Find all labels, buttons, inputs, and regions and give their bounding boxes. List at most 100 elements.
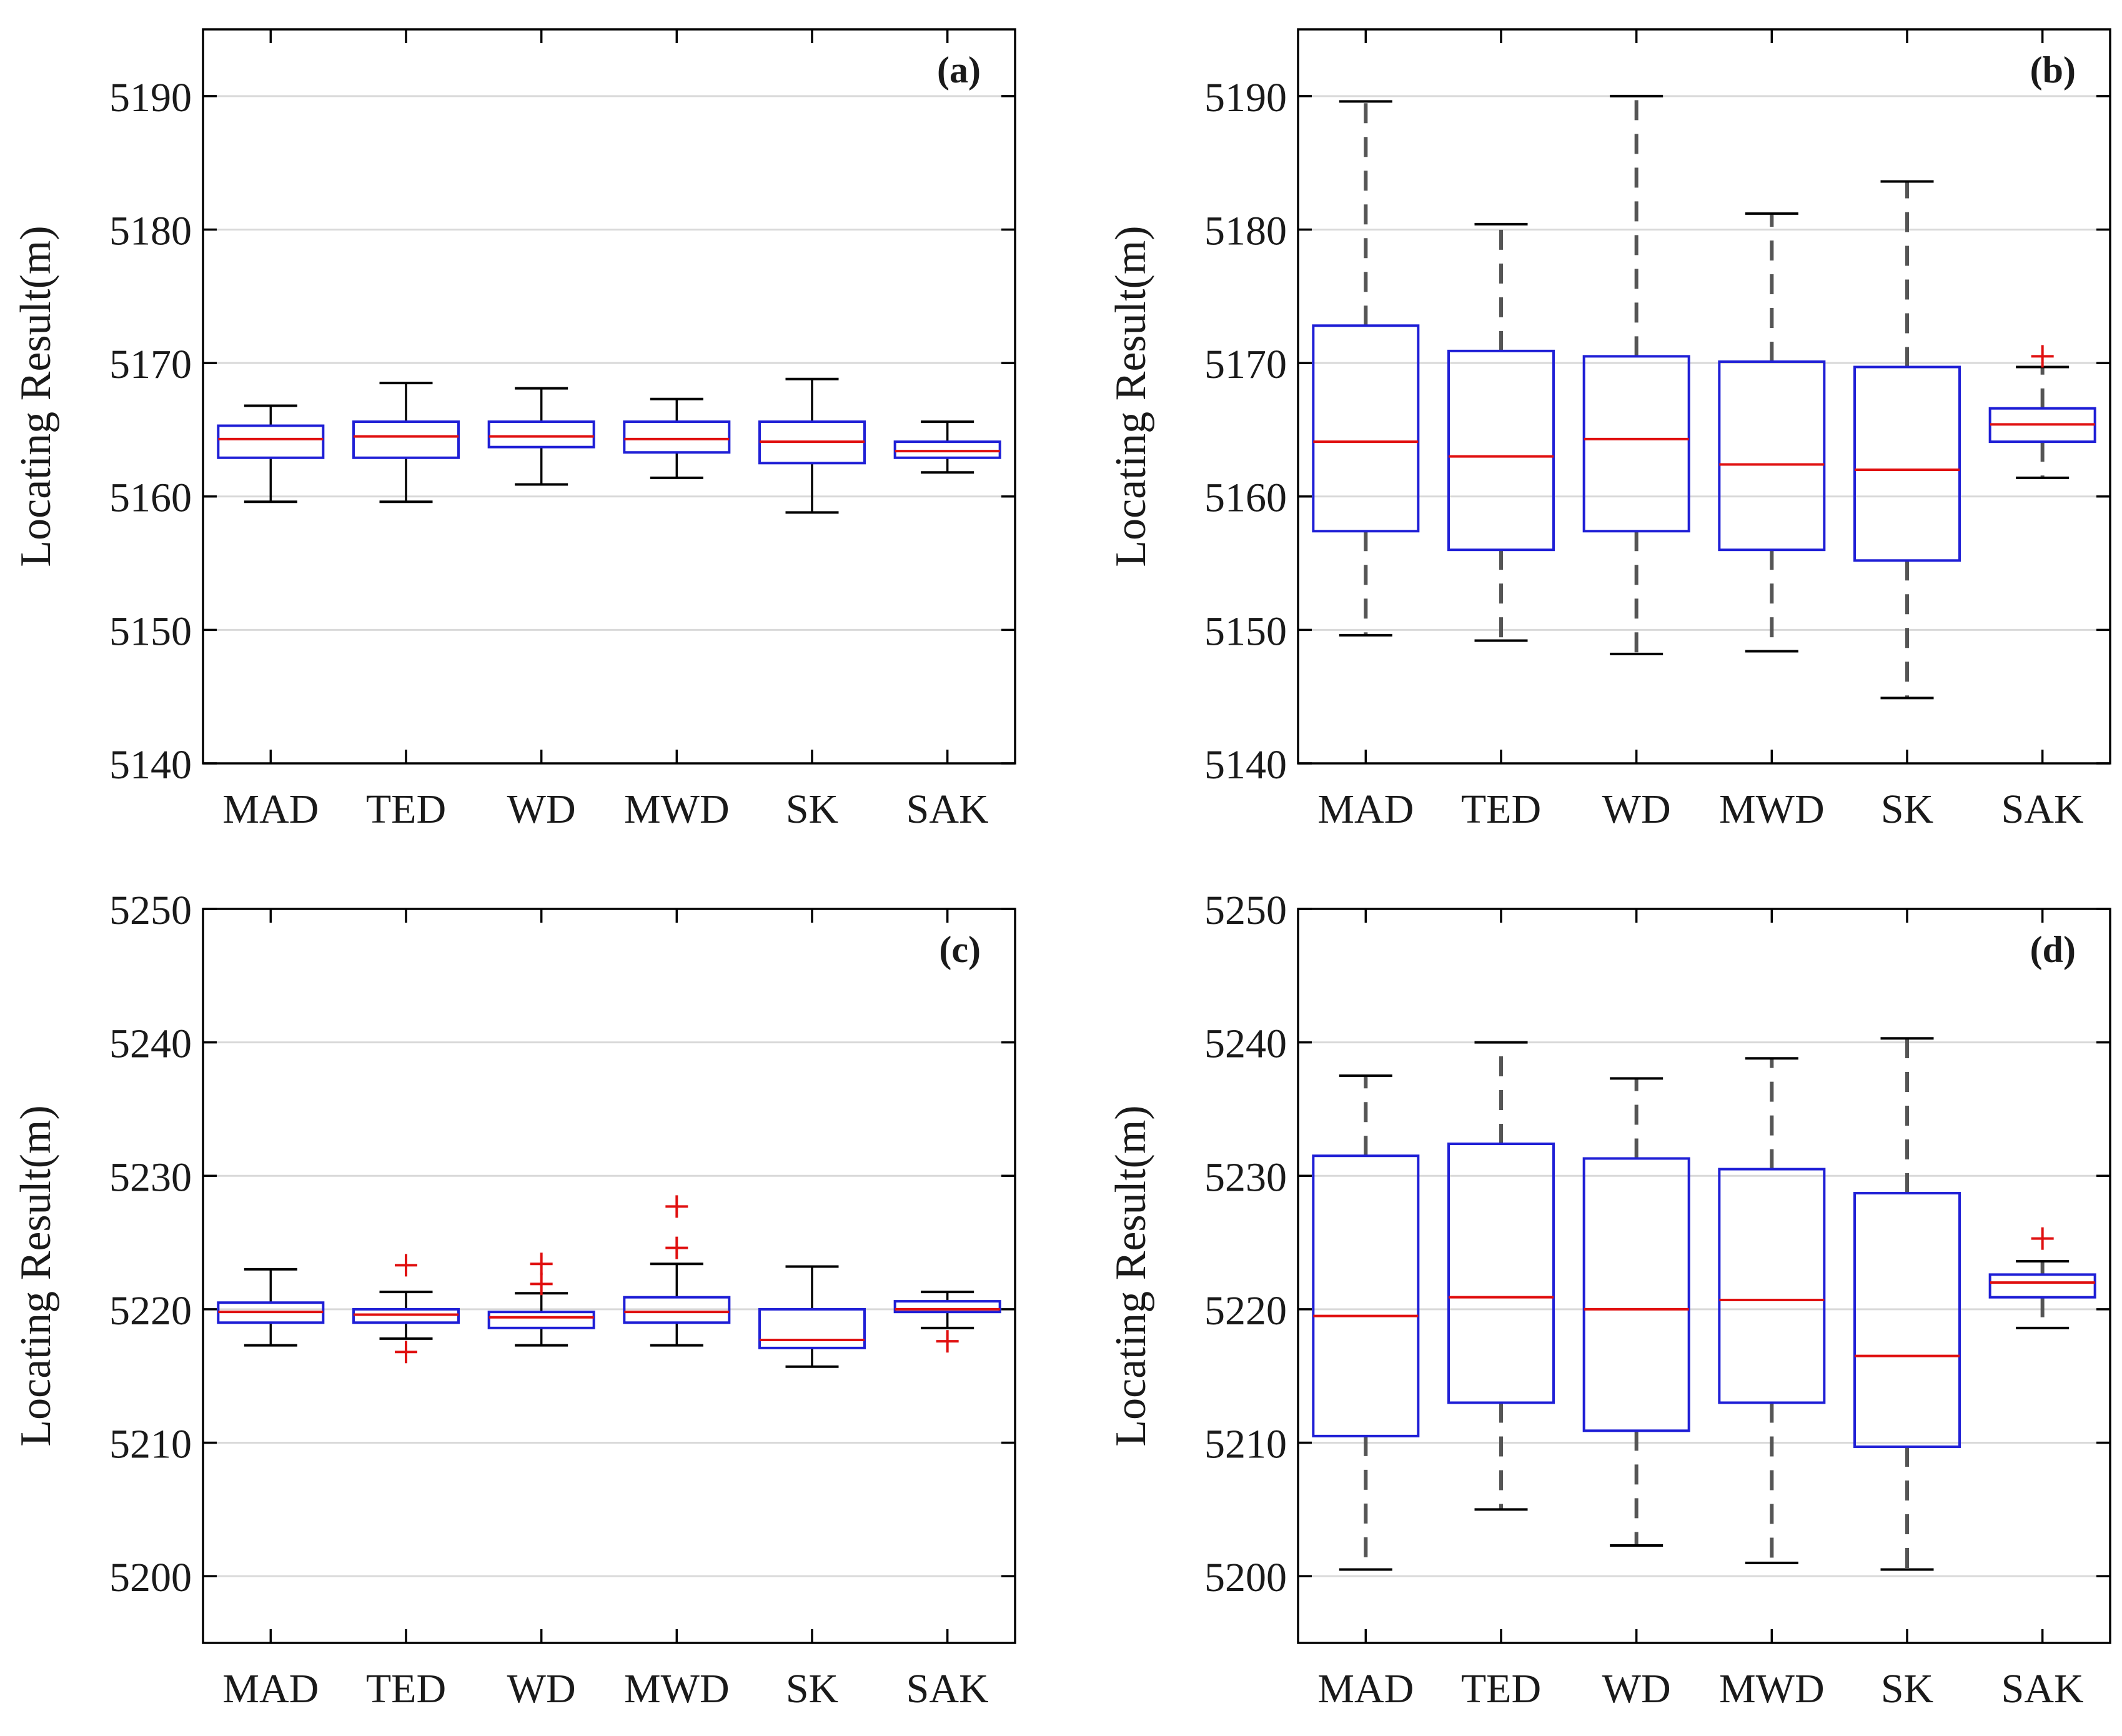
box-iqr: [893, 1300, 1001, 1314]
box-SAK: [1988, 1227, 2096, 1329]
box-MAD: [217, 1267, 325, 1347]
x-tick-label: TED: [366, 1666, 446, 1712]
y-tick-label: 5210: [1204, 1422, 1287, 1467]
box-iqr: [1312, 324, 1420, 533]
box-WD: [1582, 94, 1690, 655]
box-iqr: [893, 440, 1001, 459]
box-SK: [1853, 180, 1961, 700]
outlier-marker: [2031, 1227, 2054, 1250]
axes-frame: [1297, 908, 2111, 1644]
box-iqr: [1718, 360, 1826, 552]
outlier-marker: [936, 1330, 959, 1353]
outlier-marker: [395, 1341, 417, 1364]
y-axis-label: Locating Result(m): [1107, 1105, 1155, 1446]
box-SAK: [893, 1291, 1001, 1353]
x-tick-label: MWD: [1719, 1666, 1825, 1712]
box-iqr: [1853, 365, 1961, 562]
y-tick-label: 5200: [109, 1555, 192, 1600]
box-iqr: [1582, 355, 1690, 533]
y-tick-label: 5150: [1204, 608, 1287, 654]
panel-label: (d): [2030, 929, 2076, 970]
y-tick-label: 5170: [109, 342, 192, 387]
axes-frame: [1297, 28, 2111, 765]
y-axis-label: Locating Result(m): [1107, 226, 1155, 567]
outlier-marker: [665, 1195, 688, 1218]
x-tick-label: MAD: [1317, 1666, 1414, 1712]
y-tick-label: 5140: [1204, 742, 1287, 788]
x-tick-label: SAK: [906, 1666, 989, 1712]
box-SK: [758, 377, 866, 514]
x-tick-label: SK: [1881, 1666, 1933, 1712]
box-plot-panel-1: 5140 5150 5160 5170 5180 5190 MAD TED WD MWD SK SAK…: [12, 28, 1016, 832]
x-tick-label: SK: [1881, 786, 1933, 832]
x-tick-label: SAK: [906, 786, 989, 832]
x-tick-label: WD: [507, 786, 576, 832]
y-tick-label: 5230: [1204, 1154, 1287, 1200]
outlier-marker: [2031, 345, 2054, 368]
y-tick-label: 5180: [109, 208, 192, 254]
box-plot-panel-3: 5200 5210 5220 5230 5240 5250 MAD TED WD MWD SK SAK…: [12, 888, 1016, 1712]
x-tick-label: SK: [786, 786, 838, 832]
x-tick-label: SAK: [2001, 1666, 2084, 1712]
x-tick-label: TED: [1461, 1666, 1541, 1712]
box-iqr: [352, 420, 460, 459]
box-WD: [487, 1252, 595, 1347]
axes-frame: [202, 908, 1016, 1644]
box-MWD: [1718, 212, 1826, 653]
box-iqr: [352, 1307, 460, 1324]
box-MAD: [1312, 100, 1420, 637]
y-tick-label: 5250: [109, 888, 192, 933]
box-iqr: [623, 420, 731, 454]
axes-frame: [202, 28, 1016, 765]
x-tick-label: MWD: [1719, 786, 1825, 832]
x-tick-label: MAD: [1317, 786, 1414, 832]
y-tick-label: 5190: [109, 75, 192, 121]
x-tick-label: WD: [1602, 786, 1671, 832]
panel-label: (c): [939, 929, 981, 970]
y-tick-label: 5180: [1204, 208, 1287, 254]
y-tick-label: 5160: [109, 475, 192, 521]
outlier-marker: [530, 1272, 553, 1296]
box-iqr: [1447, 349, 1555, 552]
y-tick-label: 5240: [109, 1021, 192, 1067]
x-tick-label: TED: [1461, 786, 1541, 832]
box-TED: [352, 382, 460, 503]
box-iqr: [1718, 1168, 1826, 1404]
panel-label: (a): [937, 49, 981, 91]
x-tick-label: SAK: [2001, 786, 2084, 832]
box-plot-panel-4: 5200 5210 5220 5230 5240 5250 MAD TED WD MWD SK SAK…: [1107, 888, 2111, 1712]
box-iqr: [1312, 1154, 1420, 1437]
box-MAD: [1312, 1074, 1420, 1571]
y-tick-label: 5210: [109, 1422, 192, 1467]
box-iqr: [758, 1307, 866, 1349]
x-tick-label: MWD: [624, 786, 730, 832]
x-tick-label: WD: [1602, 1666, 1671, 1712]
box-SK: [758, 1265, 866, 1368]
x-tick-label: MAD: [222, 1666, 319, 1712]
box-MAD: [217, 404, 325, 503]
box-MWD: [1718, 1057, 1826, 1564]
box-SK: [1853, 1037, 1961, 1571]
box-SAK: [893, 420, 1001, 474]
box-TED: [1447, 222, 1555, 642]
x-tick-label: SK: [786, 1666, 838, 1712]
y-tick-label: 5190: [1204, 75, 1287, 121]
box-MWD: [623, 1195, 731, 1347]
x-tick-label: MWD: [624, 1666, 730, 1712]
y-axis-label: Locating Result(m): [12, 1105, 60, 1446]
x-tick-label: TED: [366, 786, 446, 832]
box-iqr: [487, 1311, 595, 1329]
box-WD: [487, 387, 595, 486]
y-tick-label: 5140: [109, 742, 192, 788]
box-iqr: [623, 1296, 731, 1324]
box-TED: [1447, 1041, 1555, 1511]
panel-label: (b): [2030, 49, 2076, 91]
y-tick-label: 5220: [109, 1288, 192, 1334]
box-SAK: [1988, 345, 2096, 479]
y-tick-label: 5170: [1204, 342, 1287, 387]
y-tick-label: 5220: [1204, 1288, 1287, 1334]
box-WD: [1582, 1077, 1690, 1547]
box-iqr: [1582, 1157, 1690, 1432]
outlier-marker: [530, 1252, 553, 1276]
